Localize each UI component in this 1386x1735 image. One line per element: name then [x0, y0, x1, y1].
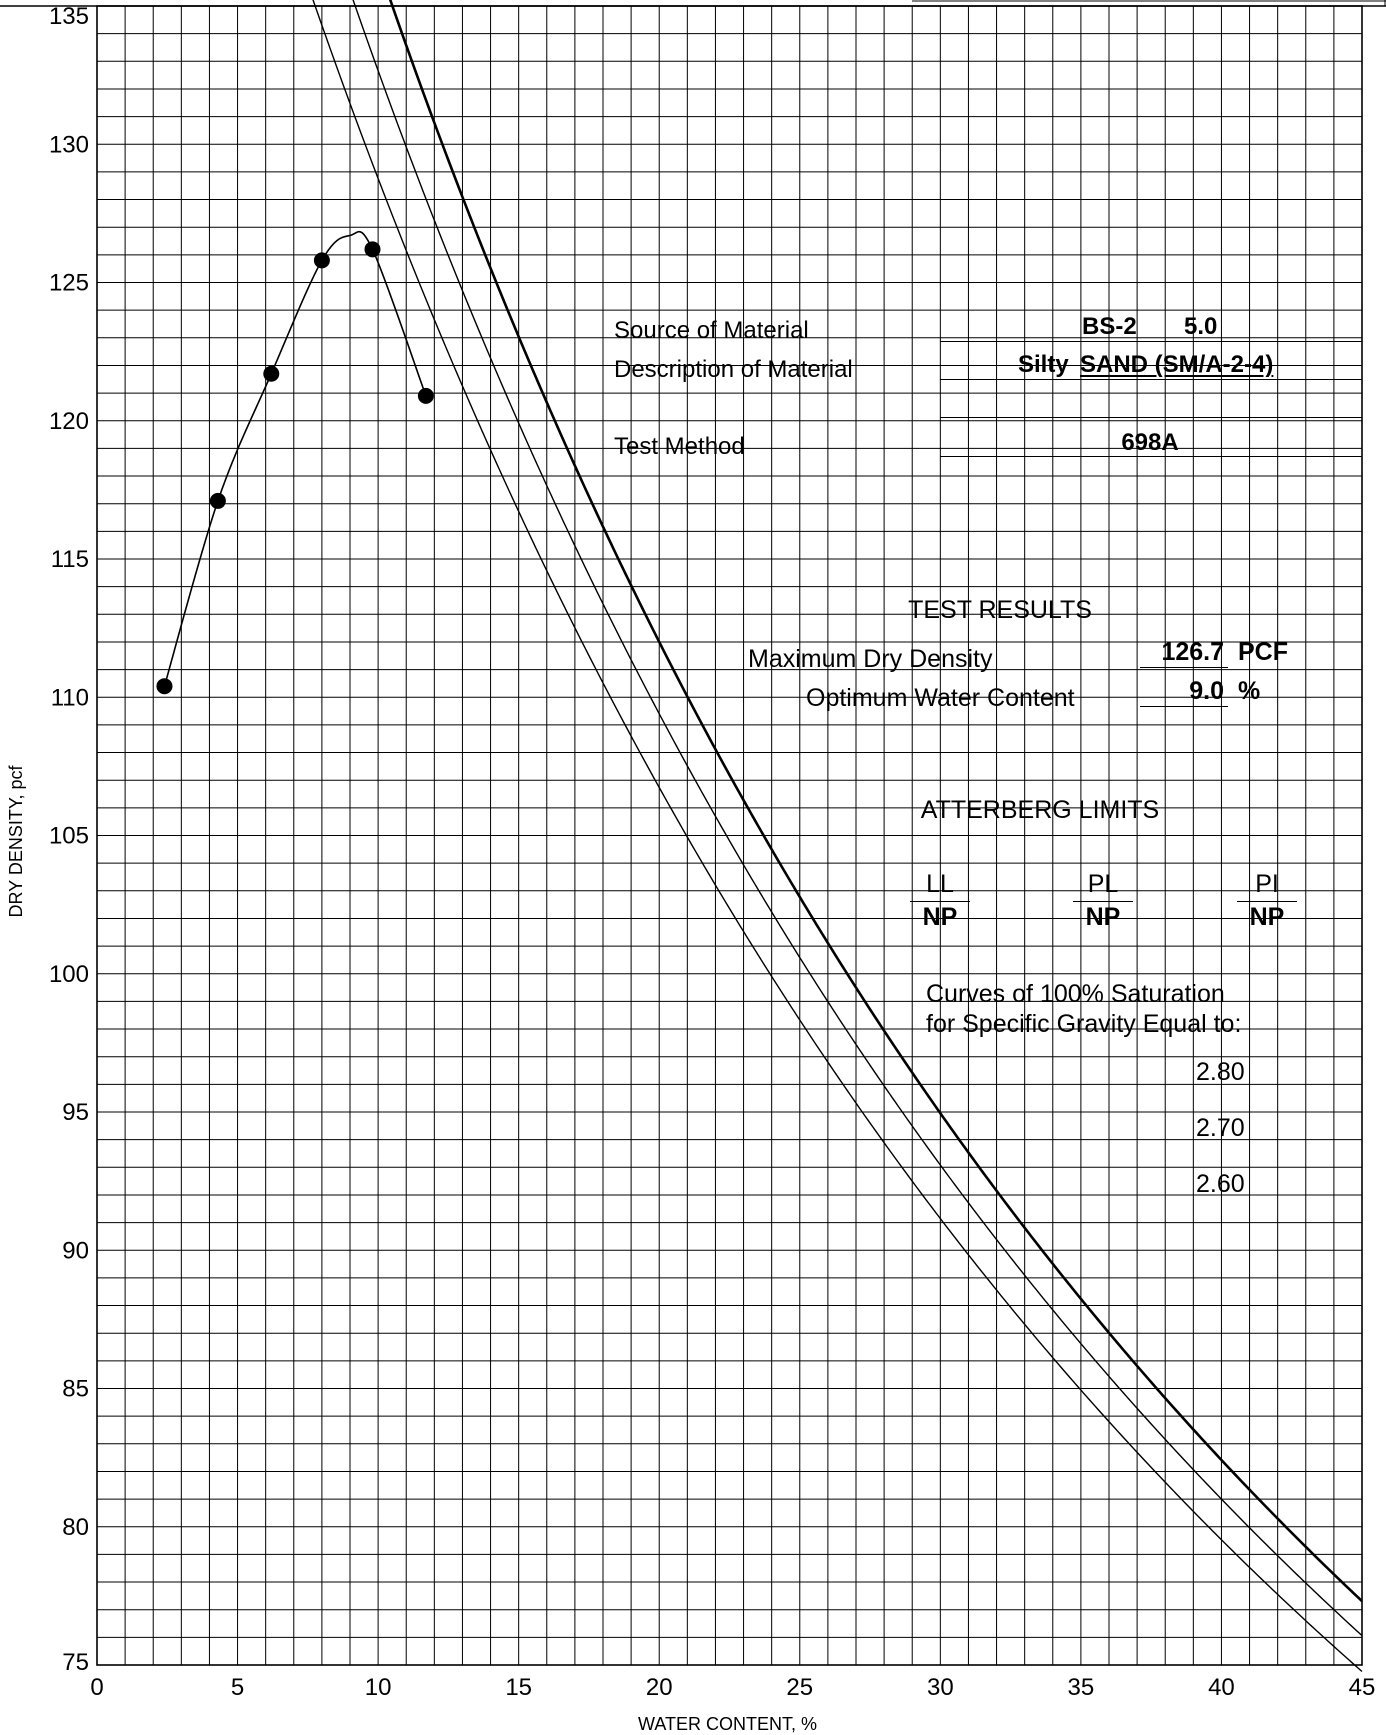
y-tick-label: 105 — [49, 823, 89, 850]
data-point — [263, 365, 280, 382]
y-tick-label: 100 — [49, 961, 89, 988]
data-points — [156, 241, 434, 695]
grid-minor — [96, 5, 1363, 1666]
source-label: Source of Material — [614, 317, 809, 344]
curves-note-line1: Curves of 100% Saturation — [926, 980, 1225, 1008]
compaction-curve-line — [163, 230, 427, 687]
curves-note-line2: for Specific Gravity Equal to: — [926, 1010, 1242, 1038]
owc-underline — [1140, 706, 1228, 707]
data-point — [156, 678, 173, 695]
mdd-unit: PCF — [1238, 638, 1288, 666]
mdd-label: Maximum Dry Density — [748, 645, 993, 673]
compaction-curve — [163, 230, 427, 687]
ll-value: NP — [922, 903, 958, 931]
x-tick-label: 30 — [927, 1674, 954, 1701]
x-tick-label: 0 — [90, 1674, 103, 1701]
pi-value: NP — [1249, 903, 1285, 931]
pl-value: NP — [1085, 903, 1121, 931]
method-label: Test Method — [614, 433, 745, 460]
y-axis-title: DRY DENSITY, pcf — [6, 764, 26, 917]
saturation-curves — [312, 0, 1363, 1673]
tick-labels: 0 5 10 15 20 25 30 35 40 45 75 80 85 90 95 100 105 110 115… — [49, 3, 1375, 1701]
x-axis-title: WATER CONTENT, % — [638, 1714, 817, 1734]
saturation-curve-2.60 — [312, 0, 1363, 1673]
x-tick-label: 25 — [786, 1674, 813, 1701]
y-tick-label: 75 — [62, 1649, 89, 1676]
y-tick-label: 130 — [49, 131, 89, 158]
pl-label: PL — [1073, 870, 1133, 902]
mdd-value: 126.7 — [1161, 638, 1224, 666]
source-value-depth: 5.0 — [1184, 313, 1218, 340]
y-tick-label: 125 — [49, 270, 89, 297]
x-tick-label: 45 — [1349, 1674, 1376, 1701]
saturation-curve-2.70 — [352, 0, 1363, 1637]
y-tick-label: 90 — [62, 1237, 89, 1264]
x-tick-label: 5 — [231, 1674, 244, 1701]
y-tick-label: 110 — [51, 684, 89, 711]
mdd-underline — [1140, 667, 1228, 668]
y-tick-label: 85 — [62, 1376, 89, 1403]
owc-label: Optimum Water Content — [806, 684, 1075, 712]
sg-label-3: 2.60 — [1196, 1170, 1245, 1198]
y-tick-label: 120 — [49, 408, 89, 435]
y-tick-label: 80 — [62, 1514, 89, 1541]
description-value-prefix: Silty — [1018, 351, 1069, 378]
data-point — [209, 492, 226, 509]
x-tick-label: 15 — [505, 1674, 532, 1701]
data-point — [417, 387, 434, 404]
data-point — [313, 252, 330, 269]
x-tick-label: 35 — [1068, 1674, 1095, 1701]
y-tick-label: 135 — [49, 3, 89, 30]
y-tick-label: 115 — [51, 546, 89, 573]
sg-label-1: 2.80 — [1196, 1058, 1245, 1086]
source-value-boring: BS-2 — [1082, 313, 1137, 340]
description-value: SAND (SM/A-2-4) — [1080, 351, 1274, 378]
grid-major — [0, 0, 1386, 1666]
saturation-curve-2.80 — [388, 0, 1363, 1603]
ll-label: LL — [910, 870, 970, 902]
owc-unit: % — [1238, 677, 1261, 705]
data-point — [364, 241, 381, 258]
owc-value: 9.0 — [1189, 677, 1224, 705]
sg-label-2: 2.70 — [1196, 1114, 1245, 1142]
blank-underline — [940, 417, 1362, 418]
x-tick-label: 20 — [646, 1674, 673, 1701]
method-value: 698A — [1121, 429, 1179, 456]
atterberg-heading: ATTERBERG LIMITS — [920, 796, 1160, 824]
description-underline — [940, 379, 1362, 380]
source-underline — [940, 341, 1362, 342]
x-tick-label: 40 — [1208, 1674, 1235, 1701]
pi-label: PI — [1237, 870, 1297, 902]
method-underline — [940, 456, 1362, 457]
axis-titles: WATER CONTENT, % DRY DENSITY, pcf — [6, 764, 817, 1734]
x-tick-label: 10 — [365, 1674, 392, 1701]
y-tick-label: 95 — [62, 1099, 89, 1126]
results-heading: TEST RESULTS — [908, 596, 1092, 624]
description-label: Description of Material — [614, 356, 853, 383]
